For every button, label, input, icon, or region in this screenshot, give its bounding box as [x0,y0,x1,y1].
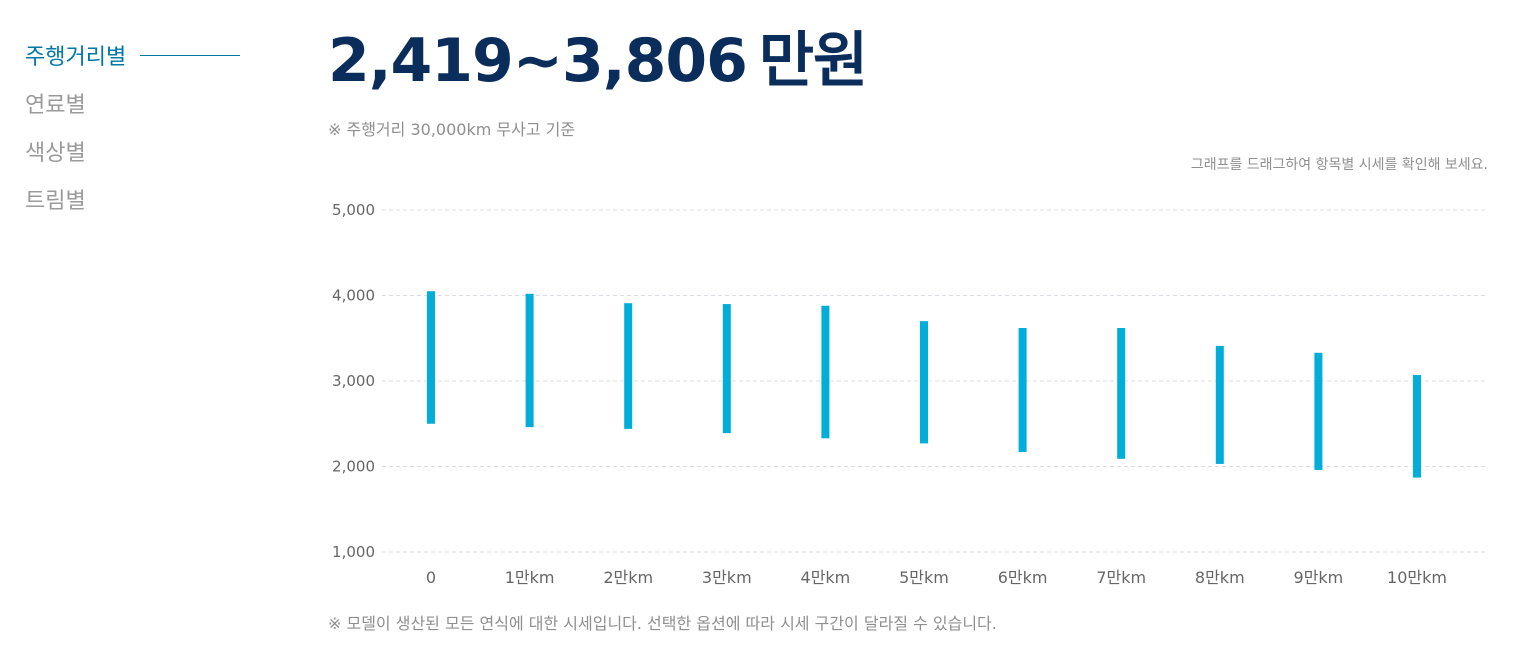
price-range-headline: 2,419~3,806 만원 [328,24,868,98]
price-range-bar[interactable] [427,291,435,424]
x-tick-label: 10만km [1387,568,1447,587]
nav-item-mileage[interactable]: 주행거리별 [25,22,255,88]
headline-note: ※ 주행거리 30,000km 무사고 기준 [328,120,576,139]
active-indicator-line [140,54,241,56]
y-tick-label: 5,000 [332,201,375,219]
x-tick-label: 6만km [998,568,1048,587]
price-range-bar[interactable] [1018,327,1027,452]
price-range-bar[interactable] [821,305,830,439]
nav-item-label: 트림별 [25,189,86,214]
price-range-bar[interactable] [1314,352,1323,470]
price-range-bar[interactable] [722,304,731,434]
price-range-bar[interactable] [1413,375,1421,478]
price-range-bar[interactable] [920,321,928,444]
price-range-bar[interactable] [525,293,534,428]
nav-item-label: 연료별 [25,93,86,118]
nav-item-fuel[interactable]: 연료별 [25,70,255,136]
x-tick-label: 4만km [801,568,851,587]
price-range-bar[interactable] [624,303,633,429]
side-nav: 주행거리별 연료별 색상별 트림별 [25,22,255,232]
x-tick-label: 5만km [899,568,949,587]
nav-item-trim[interactable]: 트림별 [25,166,255,232]
x-tick-label: 2만km [603,568,653,587]
x-tick-label: 0 [426,568,436,587]
drag-hint: 그래프를 드래그하여 항목별 시세를 확인해 보세요. [1190,157,1488,173]
price-range-bar[interactable] [1117,327,1126,459]
price-range-chart[interactable]: 5,000 4,000 3,000 2,000 1,000 0 1만km 2만km 3만km 4만… [320,190,1500,600]
chart-svg[interactable]: 5,000 4,000 3,000 2,000 1,000 0 1만km 2만km 3만km 4만… [320,190,1500,600]
price-range-unit: 만원 [758,26,868,96]
price-range-bar[interactable] [1215,345,1224,464]
x-tick-label: 9만km [1294,568,1344,587]
y-tick-label: 3,000 [332,372,375,390]
price-range-value: 2,419~3,806 [328,26,748,96]
x-tick-label: 8만km [1195,568,1245,587]
x-tick-label: 7만km [1096,568,1146,587]
nav-item-label: 색상별 [25,141,86,166]
nav-item-color[interactable]: 색상별 [25,118,255,184]
footnote: ※ 모델이 생산된 모든 연식에 대한 시세입니다. 선택한 옵션에 따라 시세… [328,614,997,633]
nav-item-label: 주행거리별 [25,45,127,70]
y-tick-label: 1,000 [332,543,375,561]
y-tick-label: 2,000 [332,458,375,476]
x-tick-label: 1만km [505,568,555,587]
y-tick-label: 4,000 [332,287,375,305]
x-tick-label: 3만km [702,568,752,587]
